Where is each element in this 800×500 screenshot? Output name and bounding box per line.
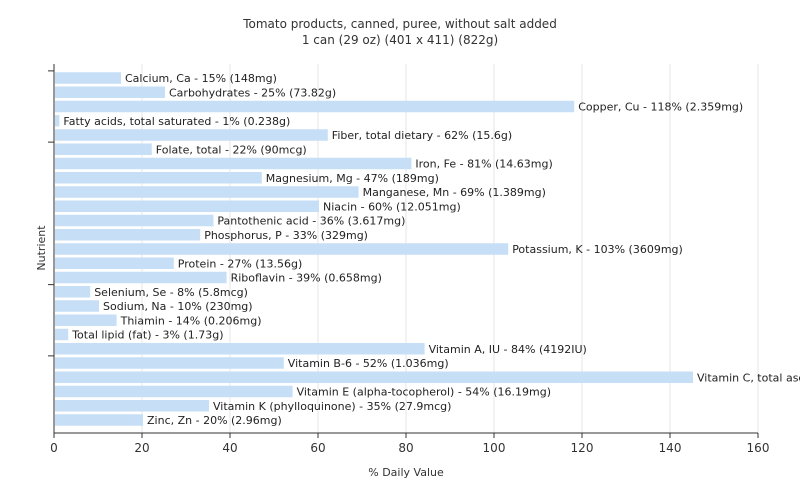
x-tick-label: 100 [483,441,506,455]
x-tick-label: 0 [50,441,58,455]
bar-label: Riboflavin - 39% (0.658mg) [231,272,382,285]
bar-label: Vitamin B-6 - 52% (1.036mg) [288,357,449,370]
y-axis-label: Nutrient [35,225,48,271]
bar [55,214,214,227]
bar [55,129,328,141]
bar-label: Pantothenic acid - 36% (3.617mg) [217,215,405,228]
bar-label: Phosphorus, P - 33% (329mg) [204,229,368,242]
bar [55,200,319,212]
bar [55,286,91,298]
bar [55,271,227,284]
bar-label: Niacin - 60% (12.051mg) [323,200,461,213]
bar [55,186,359,198]
bar [55,343,425,355]
bar-label: Vitamin C, total ascorbic acid - 145% (8… [697,371,800,384]
bar-label: Folate, total - 22% (90mcg) [156,143,307,156]
bar [55,172,262,184]
bar [55,157,412,170]
bar-label: Calcium, Ca - 15% (148mg) [125,72,277,85]
axis-layer: 0 20 40 60 80 100 120 140 160 [48,64,769,455]
x-tick-label: 120 [571,441,594,455]
bar [55,314,117,326]
bar-label: Iron, Fe - 81% (14.63mg) [415,158,552,171]
x-tick-label: 140 [659,441,682,455]
bar [55,328,69,341]
bar-label: Copper, Cu - 118% (2.359mg) [578,101,743,114]
bar-label: Magnesium, Mg - 47% (189mg) [266,172,439,185]
bar-label: Fiber, total dietary - 62% (15.6g) [332,129,512,142]
bar-label: Total lipid (fat) - 3% (1.73g) [71,329,223,342]
x-tick-label: 80 [398,441,413,455]
bar-label: Manganese, Mn - 69% (1.389mg) [363,186,546,199]
bar-label: Carbohydrates - 25% (73.82g) [169,86,336,99]
bar [55,115,60,127]
x-tick-label: 160 [747,441,770,455]
bar-label: Vitamin K (phylloquinone) - 35% (27.9mcg… [213,400,451,413]
bar [55,86,165,98]
x-tick-label: 60 [310,441,325,455]
bar-label: Vitamin E (alpha-tocopherol) - 54% (16.1… [297,386,551,399]
bar-label: Zinc, Zn - 20% (2.96mg) [147,414,282,427]
chart-subtitle: 1 can (29 oz) (401 x 411) (822g) [302,33,498,47]
bar [55,371,693,383]
bar-label: Potassium, K - 103% (3609mg) [512,243,683,256]
bar [55,300,99,312]
bar-layer [55,72,693,426]
label-layer: Calcium, Ca - 15% (148mg)Carbohydrates -… [63,72,800,427]
bar [55,357,284,369]
bar [55,414,143,426]
x-tick-label: 20 [134,441,149,455]
chart-title: Tomato products, canned, puree, without … [242,17,557,31]
bar-label: Vitamin A, IU - 84% (4192IU) [429,343,587,356]
bar [55,143,152,155]
bar [55,243,509,255]
bar [55,229,201,241]
bar-label: Fatty acids, total saturated - 1% (0.238… [63,115,290,128]
x-axis-label: % Daily Value [368,466,444,479]
bar [55,400,209,412]
bar [55,385,293,398]
bar [55,257,174,269]
bar [55,100,575,113]
bar-label: Protein - 27% (13.56g) [178,257,303,270]
bar-label: Selenium, Se - 8% (5.8mcg) [94,286,248,299]
bar-label: Sodium, Na - 10% (230mg) [103,300,253,313]
x-tick-label: 40 [222,441,237,455]
bar-label: Thiamin - 14% (0.206mg) [120,314,262,327]
bar [55,72,121,84]
